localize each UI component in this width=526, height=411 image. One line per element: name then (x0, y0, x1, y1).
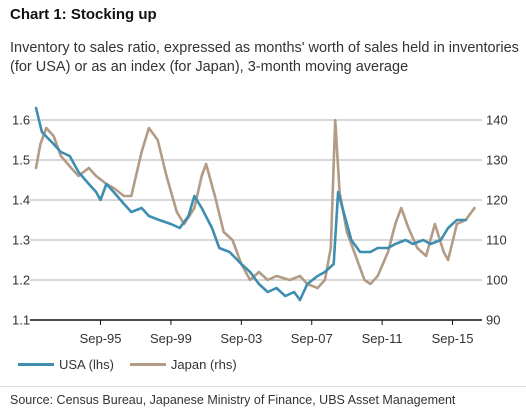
source-note: Source: Census Bureau, Japanese Ministry… (10, 393, 456, 407)
y-left-tick-label: 1.6 (12, 113, 30, 128)
gridlines (30, 119, 482, 321)
x-tick-label: Sep-99 (150, 331, 192, 346)
usa-series-line (34, 106, 468, 302)
y-left-tick-label: 1.5 (12, 153, 30, 168)
series-lines (34, 106, 476, 302)
x-tick-label: Sep-07 (291, 331, 333, 346)
x-tick-label: Sep-11 (362, 331, 403, 346)
x-tick-label: Sep-03 (220, 331, 262, 346)
y-right-tick-label: 130 (486, 153, 508, 168)
y-right-tick-label: 140 (486, 113, 508, 128)
source-divider (0, 386, 526, 387)
chart-subtitle: Inventory to sales ratio, expressed as m… (10, 40, 519, 75)
x-tick-label: Sep-15 (432, 331, 474, 346)
y-right-tick-label: 90 (486, 313, 500, 328)
y-left-tick-label: 1.1 (12, 313, 30, 328)
y-left-tick-label: 1.3 (12, 233, 30, 248)
legend-label-japan: Japan (rhs) (170, 356, 237, 372)
legend-item-usa: USA (lhs) (18, 357, 114, 372)
x-axis-ticks: Sep-95 Sep-99 Sep-03 Sep-07 Sep-11 Sep-15 (80, 320, 474, 346)
japan-series-line (34, 118, 476, 290)
legend-label-usa: USA (lhs) (59, 356, 114, 372)
legend-item-japan: Japan (rhs) (129, 356, 237, 372)
chart-title: Chart 1: Stocking up (10, 6, 157, 23)
x-tick-label: Sep-95 (80, 331, 122, 346)
y-right-tick-label: 100 (486, 273, 508, 288)
legend: USA (lhs) Japan (rhs) (18, 356, 253, 372)
y-right-tick-label: 120 (486, 193, 508, 208)
y-right-tick-label: 110 (486, 233, 507, 248)
legend-swatch-japan (129, 362, 166, 366)
legend-swatch-usa (18, 362, 54, 366)
right-axis-ticks: 90 100 110 120 130 140 (486, 113, 508, 328)
y-left-tick-label: 1.2 (12, 273, 30, 288)
left-axis-ticks: 1.1 1.2 1.3 1.4 1.5 1.6 (12, 113, 30, 328)
y-left-tick-label: 1.4 (12, 193, 30, 208)
